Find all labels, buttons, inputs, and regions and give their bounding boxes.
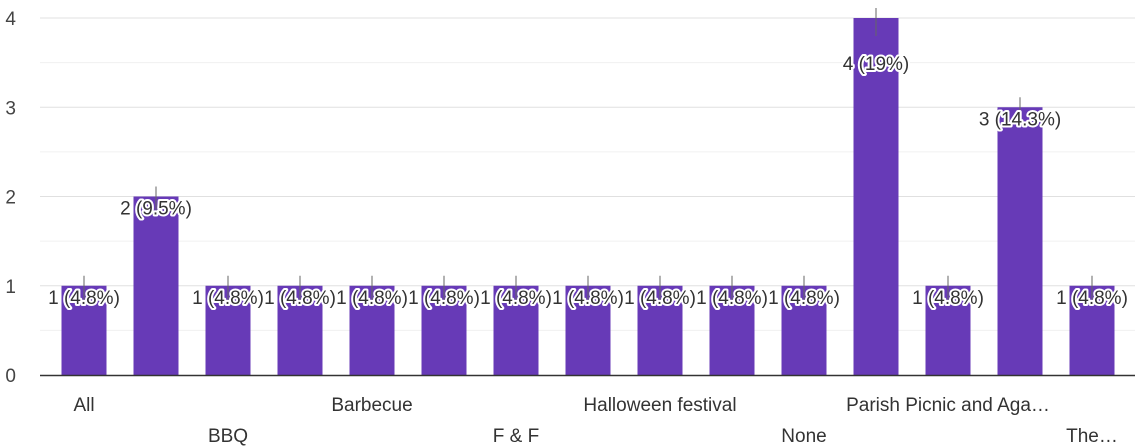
- data-label: 1 (4.8%): [912, 288, 984, 309]
- data-label: 1 (4.8%): [1056, 288, 1128, 309]
- y-tick-label: 0: [5, 366, 16, 387]
- data-label: 2 (9.5%): [120, 199, 192, 220]
- x-category-label: Barbecue: [331, 395, 412, 416]
- data-label: 1 (4.8%): [480, 288, 552, 309]
- y-tick-label: 2: [5, 188, 16, 209]
- data-label: 1 (4.8%): [48, 288, 120, 309]
- data-label: 1 (4.8%): [624, 288, 696, 309]
- y-axis-ticks: 0 1 2 3 4: [5, 9, 16, 387]
- x-category-label: The…: [1066, 426, 1118, 447]
- y-tick-label: 3: [5, 98, 16, 119]
- data-label: 1 (4.8%): [768, 288, 840, 309]
- bar: [998, 107, 1043, 375]
- data-label: 1 (4.8%): [552, 288, 624, 309]
- data-label: 1 (4.8%): [408, 288, 480, 309]
- data-label: 1 (4.8%): [264, 288, 336, 309]
- data-labels: 1 (4.8%)2 (9.5%)1 (4.8%) 1 (4.8%) 1 (4.8%)…: [48, 8, 1128, 309]
- x-category-label: All: [73, 395, 94, 416]
- x-axis-category-labels: All BBQ Barbecue F & F Halloween festival Non…: [73, 395, 1117, 447]
- data-label: 4 (19%): [843, 54, 910, 75]
- data-label: 1 (4.8%): [696, 288, 768, 309]
- data-label: 1 (4.8%): [336, 288, 408, 309]
- data-label: 1 (4.8%): [192, 288, 264, 309]
- x-category-label: F & F: [493, 426, 539, 447]
- y-tick-label: 1: [5, 277, 16, 298]
- x-category-label: None: [781, 426, 826, 447]
- y-tick-label: 4: [5, 9, 16, 30]
- x-category-label: Parish Picnic and Aga…: [846, 395, 1050, 416]
- data-label: 3 (14.3%): [979, 109, 1061, 130]
- bar: [134, 197, 179, 376]
- x-category-label: Halloween festival: [583, 395, 736, 416]
- x-category-label: BBQ: [208, 426, 248, 447]
